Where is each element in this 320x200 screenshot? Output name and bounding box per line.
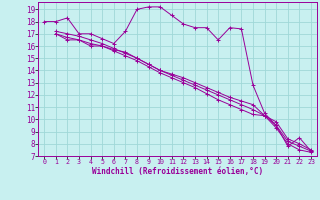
X-axis label: Windchill (Refroidissement éolien,°C): Windchill (Refroidissement éolien,°C): [92, 167, 263, 176]
